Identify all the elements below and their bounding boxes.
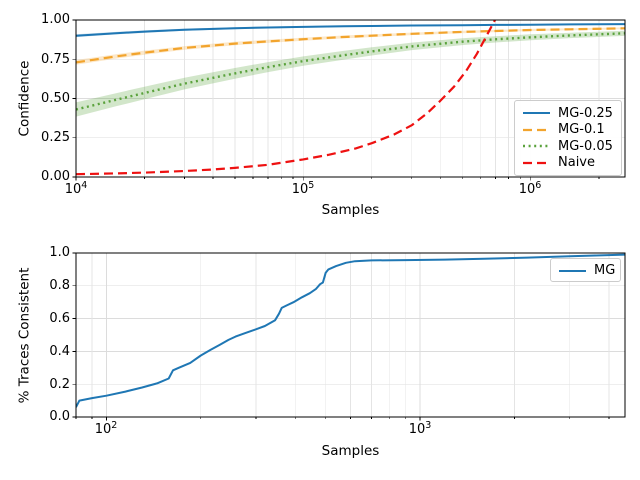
legend-item-naive: Naive [523, 155, 613, 172]
legend-line-mg [559, 269, 586, 272]
legend-label: MG-0.25 [558, 105, 613, 121]
x-tick-label: 102 [94, 420, 118, 437]
x-tick-label: 104 [64, 180, 88, 197]
y-tick-label: 0.25 [41, 130, 70, 145]
y-tick-label: 0.2 [49, 377, 70, 392]
x-tick-label: 103 [408, 420, 432, 437]
y-tick-label: 0.00 [41, 169, 70, 184]
series-MG-0.1 [76, 27, 625, 64]
series-MG-0.05 [76, 32, 625, 111]
legend-line-mg-01 [523, 128, 550, 131]
legend-item-mg-005: MG-0.05 [523, 138, 613, 155]
series-MG-0.25 [76, 23, 625, 37]
series-Naive [76, 20, 497, 176]
y-tick-label: 0.4 [49, 344, 70, 359]
y-tick-label: 0.50 [41, 91, 70, 106]
legend-top: MG-0.25 MG-0.1 MG-0.05 Naive [514, 100, 622, 176]
legend-line-mg-025 [523, 112, 550, 115]
x-axis-label-samples-bottom: Samples [321, 443, 380, 459]
y-tick-label: 1.0 [49, 245, 70, 260]
x-axis-label-samples-top: Samples [321, 202, 380, 218]
y-tick-label: 0.75 [41, 52, 70, 67]
legend-item-mg: MG [559, 263, 616, 278]
legend-label: Naive [558, 155, 595, 171]
y-axis-label-traces-consistent: % Traces Consistent [16, 267, 33, 404]
legend-label: MG-0.05 [558, 138, 613, 154]
y-tick-label: 0.0 [49, 409, 70, 424]
y-tick-label: 0.8 [49, 278, 70, 293]
y-tick-label: 1.00 [41, 12, 70, 27]
legend-line-mg-005 [523, 145, 550, 148]
legend-line-naive [523, 161, 550, 164]
legend-bottom: MG [550, 258, 621, 282]
legend-label: MG [594, 263, 616, 278]
chart-0 [72, 19, 626, 181]
y-tick-label: 0.6 [49, 311, 70, 326]
x-tick-label: 105 [291, 180, 315, 197]
chart-1 [72, 252, 626, 421]
legend-label: MG-0.1 [558, 122, 605, 138]
y-axis-label-confidence: Confidence [16, 60, 33, 137]
legend-item-mg-01: MG-0.1 [523, 122, 613, 139]
series-MG [76, 253, 625, 408]
legend-item-mg-025: MG-0.25 [523, 105, 613, 122]
band-MG-0.1 [76, 27, 625, 65]
x-tick-label: 106 [518, 180, 542, 197]
